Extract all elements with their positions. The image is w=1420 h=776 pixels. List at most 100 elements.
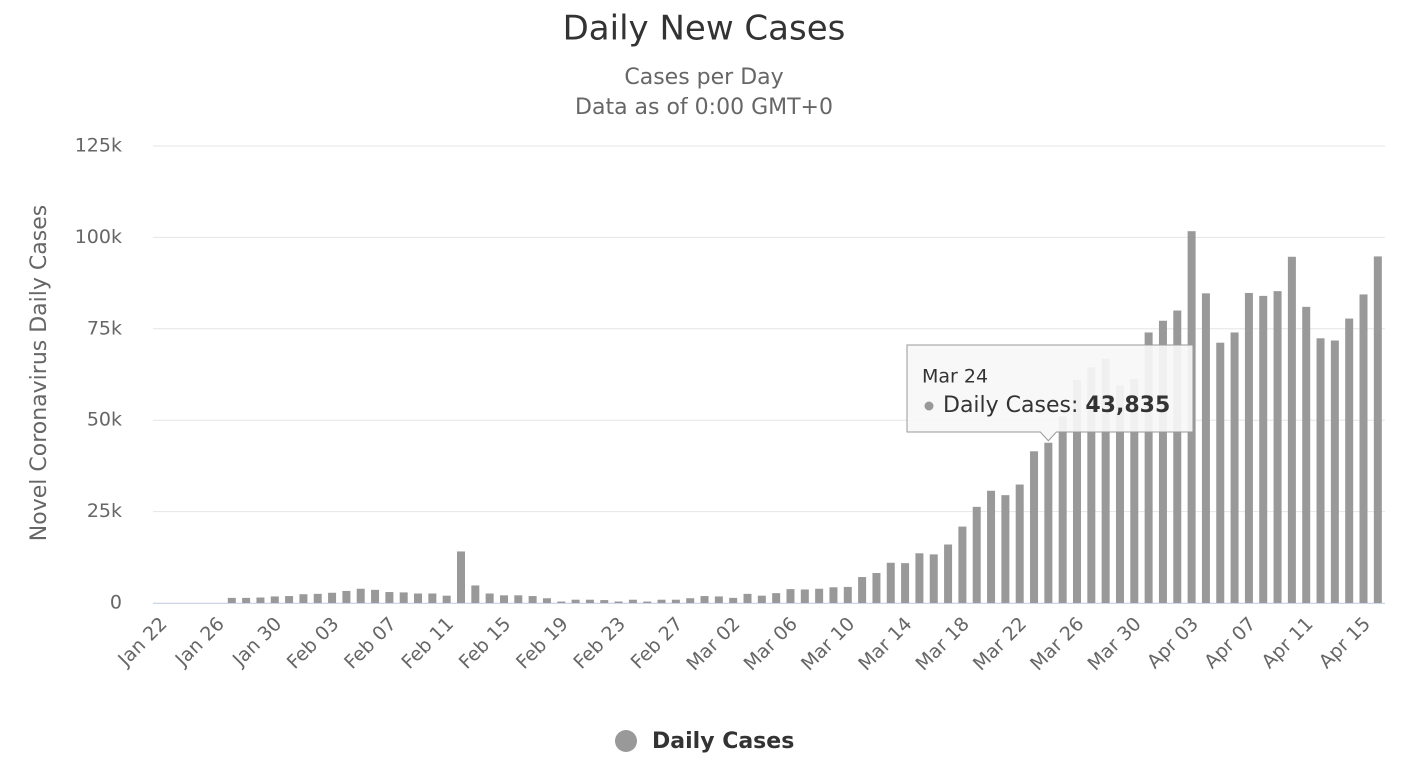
tooltip-value: 43,835 — [1085, 393, 1170, 418]
tooltip-label: Daily Cases: 43,835 — [943, 393, 1170, 418]
x-tick-label: Apr 11 — [1257, 613, 1317, 673]
bar — [1115, 385, 1124, 603]
bar — [1030, 451, 1039, 603]
bar — [528, 596, 537, 603]
x-tick-label: Feb 23 — [569, 613, 630, 674]
bar — [829, 587, 838, 603]
x-tick-label: Feb 03 — [283, 613, 344, 674]
bar — [227, 597, 236, 603]
y-axis-label: Novel Coronavirus Daily Cases — [27, 205, 52, 541]
tooltip: Mar 24 Daily Cases: 43,835 — [906, 344, 1194, 442]
x-tick-label: Feb 27 — [627, 613, 688, 674]
bar — [1058, 416, 1067, 603]
bar — [858, 577, 867, 603]
bar — [671, 599, 680, 603]
bar — [600, 600, 609, 603]
chart-title: Daily New Cases — [563, 9, 846, 49]
bar — [1259, 295, 1268, 603]
x-tick-label: Jan 26 — [171, 613, 229, 671]
bar — [557, 601, 566, 603]
x-tick-label: Apr 03 — [1143, 613, 1203, 673]
bar — [414, 593, 423, 603]
x-tick-label: Mar 22 — [969, 613, 1031, 675]
x-tick-label: Apr 07 — [1200, 613, 1260, 673]
x-tick-label: Feb 15 — [455, 613, 516, 674]
bar — [1359, 294, 1368, 603]
y-tick-label: 0 — [110, 592, 122, 614]
bar — [1044, 442, 1053, 603]
x-tick-label: Jan 22 — [113, 613, 171, 671]
bar — [843, 586, 852, 603]
bar — [585, 599, 594, 603]
bar — [285, 596, 294, 603]
bar — [800, 589, 809, 603]
x-tick-label: Mar 26 — [1026, 613, 1088, 675]
bar — [1345, 318, 1354, 603]
bar — [743, 593, 752, 603]
bar — [1073, 379, 1081, 603]
bar — [1173, 310, 1182, 603]
bar — [242, 597, 251, 603]
tooltip-box — [906, 344, 1194, 442]
bar — [1101, 358, 1110, 603]
chart-subtitle: Cases per Day — [624, 65, 783, 90]
x-tick-label: Apr 15 — [1315, 613, 1375, 673]
bar — [614, 601, 623, 603]
legend-marker — [615, 730, 637, 752]
bar — [886, 562, 895, 603]
bar — [1230, 332, 1239, 603]
bar — [643, 601, 652, 603]
bar — [499, 595, 508, 603]
bar — [442, 595, 451, 603]
bar — [1001, 495, 1010, 603]
bar — [1216, 342, 1225, 603]
bar — [915, 553, 924, 603]
bar — [299, 594, 308, 603]
bar — [428, 593, 437, 603]
x-tick-label: Mar 02 — [682, 613, 744, 675]
bar — [729, 597, 738, 603]
bar — [714, 596, 723, 603]
bar — [514, 595, 523, 603]
bar — [944, 544, 953, 603]
bar — [628, 599, 637, 603]
bar — [571, 599, 580, 603]
bar — [686, 598, 695, 603]
bar — [872, 573, 881, 603]
bar — [987, 490, 996, 603]
bar — [399, 592, 408, 603]
bar — [342, 590, 351, 603]
bar — [815, 588, 824, 603]
y-tick-label: 25k — [87, 500, 122, 522]
x-tick-label: Mar 06 — [740, 613, 802, 675]
bar — [1287, 256, 1296, 603]
x-tick-label: Feb 19 — [512, 613, 573, 674]
y-tick-label: 50k — [87, 409, 122, 431]
tooltip-marker — [924, 401, 934, 411]
bar — [485, 593, 494, 603]
x-tick-label: Mar 10 — [797, 613, 859, 675]
bar — [1015, 484, 1024, 603]
chart-subtitle: Data as of 0:00 GMT+0 — [575, 95, 833, 120]
x-tick-label: Mar 14 — [854, 613, 916, 675]
bar — [772, 593, 781, 603]
bar — [1158, 320, 1167, 603]
bar — [385, 592, 394, 603]
bar — [1373, 256, 1382, 603]
bar — [1144, 332, 1153, 603]
bar — [1273, 291, 1282, 603]
bar — [958, 526, 967, 603]
y-tick-label: 75k — [87, 317, 122, 339]
tooltip-category: Mar 24 — [922, 366, 988, 388]
bar — [657, 599, 666, 603]
bar — [786, 589, 795, 603]
bar — [972, 506, 981, 603]
bar — [328, 592, 337, 603]
bar — [471, 585, 480, 603]
bar — [1087, 367, 1096, 603]
bar — [1244, 292, 1253, 603]
bar — [1130, 378, 1139, 603]
y-tick-label: 125k — [75, 135, 122, 157]
bar — [700, 596, 709, 603]
